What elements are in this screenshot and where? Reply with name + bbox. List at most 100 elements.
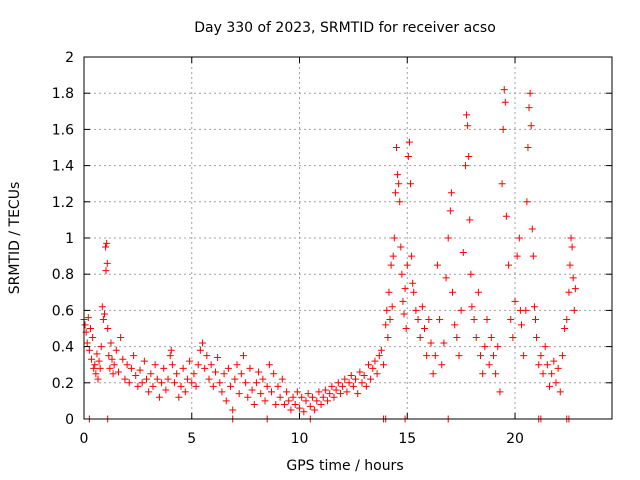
data-point <box>134 382 142 390</box>
x-tick-label: 5 <box>187 431 196 447</box>
data-point <box>440 339 448 347</box>
data-point <box>385 288 393 296</box>
data-point <box>244 393 252 401</box>
data-point <box>404 153 412 161</box>
data-point <box>537 352 545 360</box>
data-point <box>408 252 416 260</box>
data-point <box>140 357 148 365</box>
data-point <box>391 189 399 197</box>
data-point <box>418 303 426 311</box>
data-point <box>571 285 579 293</box>
data-point <box>468 303 476 311</box>
data-point <box>107 339 115 347</box>
data-point <box>546 382 554 390</box>
data-point <box>509 334 517 342</box>
data-point <box>201 364 209 372</box>
data-point <box>261 397 269 405</box>
data-point <box>229 406 237 414</box>
data-point <box>444 234 452 242</box>
data-point <box>383 306 391 314</box>
data-point <box>466 216 474 224</box>
data-point <box>525 104 533 112</box>
data-point <box>380 361 388 369</box>
data-point <box>395 180 403 188</box>
data-point <box>414 315 422 323</box>
data-point <box>142 375 150 383</box>
data-point <box>332 386 340 394</box>
data-point <box>494 343 502 351</box>
data-point <box>106 364 114 372</box>
data-point <box>451 321 459 329</box>
data-point <box>427 339 435 347</box>
data-point <box>517 321 525 329</box>
data-point <box>539 370 547 378</box>
data-point <box>291 401 299 409</box>
data-point <box>211 368 219 376</box>
y-tick-label: 0.8 <box>52 267 74 283</box>
data-point <box>384 334 392 342</box>
data-point <box>188 379 196 387</box>
data-point <box>81 321 89 329</box>
data-point <box>457 306 465 314</box>
data-point <box>481 343 489 351</box>
data-point <box>127 364 135 372</box>
data-point <box>145 388 153 396</box>
data-point <box>455 352 463 360</box>
data-point <box>300 408 308 416</box>
data-point <box>533 334 541 342</box>
data-point <box>568 243 576 251</box>
data-point <box>227 382 235 390</box>
data-point <box>246 364 254 372</box>
data-point <box>467 270 475 278</box>
data-point <box>423 352 431 360</box>
data-point <box>274 382 282 390</box>
y-tick-label: 1.2 <box>52 195 74 211</box>
data-point <box>442 274 450 282</box>
data-point <box>85 346 93 354</box>
data-point <box>149 382 157 390</box>
data-point <box>470 315 478 323</box>
x-tick-label: 20 <box>506 431 524 447</box>
data-point <box>248 386 256 394</box>
data-point <box>377 346 385 354</box>
data-point <box>375 352 383 360</box>
data-point <box>196 346 204 354</box>
data-point <box>98 303 106 311</box>
data-point <box>433 261 441 269</box>
data-point <box>465 153 473 161</box>
y-tick-label: 2 <box>65 50 74 66</box>
data-point <box>270 370 278 378</box>
data-point <box>287 406 295 414</box>
data-point <box>489 352 497 360</box>
data-point <box>569 274 577 282</box>
data-point <box>356 368 364 376</box>
data-point <box>362 382 370 390</box>
data-point <box>207 361 215 369</box>
data-point <box>321 386 329 394</box>
data-point <box>151 361 159 369</box>
data-point <box>276 393 284 401</box>
data-point <box>136 366 144 374</box>
data-point <box>552 379 560 387</box>
data-point <box>429 370 437 378</box>
data-point <box>302 397 310 405</box>
data-point <box>477 352 485 360</box>
data-point <box>416 334 424 342</box>
data-point <box>425 315 433 323</box>
data-point <box>280 401 288 409</box>
data-point <box>505 261 513 269</box>
y-axis-label: SRMTID / TECUs <box>7 182 23 295</box>
data-point <box>222 397 230 405</box>
data-point <box>550 357 558 365</box>
data-point <box>109 370 117 378</box>
data-point <box>102 243 110 251</box>
data-point <box>500 86 508 94</box>
data-point <box>319 393 327 401</box>
data-point <box>352 375 360 383</box>
data-point <box>392 144 400 151</box>
data-point <box>453 334 461 342</box>
data-point <box>343 388 351 396</box>
data-point <box>272 401 280 409</box>
data-point <box>283 388 291 396</box>
tick-labels: 00.20.40.60.811.21.41.61.820 5 10 15 20 <box>52 50 524 447</box>
